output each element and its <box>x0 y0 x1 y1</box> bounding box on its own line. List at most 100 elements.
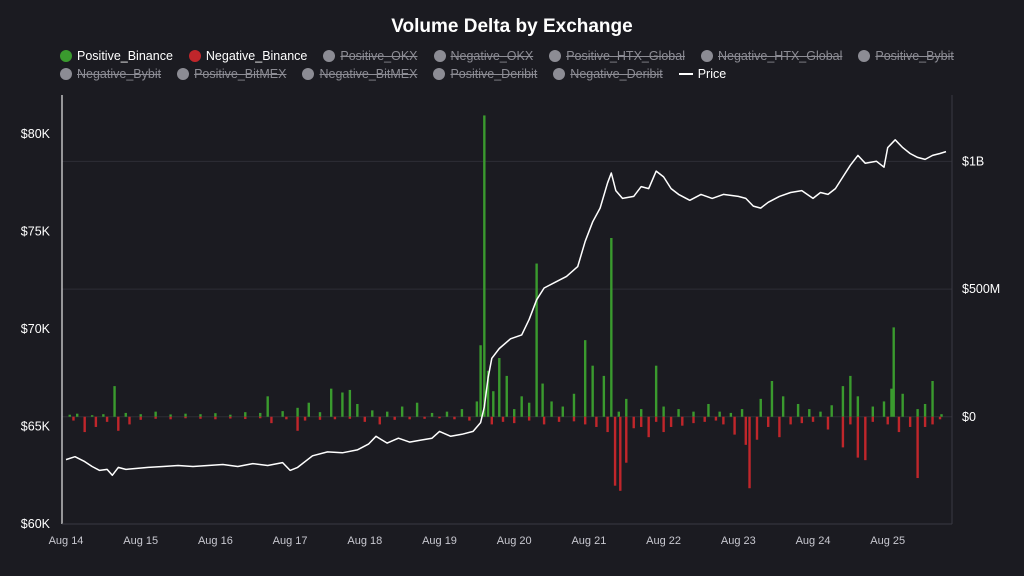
bar-negative-binance <box>595 416 598 427</box>
legend-item-positive-binance[interactable]: Positive_Binance <box>60 48 173 64</box>
bar-positive-binance <box>154 411 157 417</box>
bar-negative-binance <box>800 416 804 424</box>
y-left-tick-label: $60K <box>21 517 51 531</box>
bar-positive-binance <box>602 375 606 417</box>
legend-item-negative-deribit[interactable]: Negative_Deribit <box>553 66 663 82</box>
bar-negative-binance <box>583 416 587 425</box>
bar-positive-binance <box>329 388 333 417</box>
bar-negative-binance <box>199 416 202 419</box>
legend-item-negative-bitmex[interactable]: Negative_BitMEX <box>302 66 417 82</box>
bar-positive-binance <box>923 403 927 417</box>
legend-item-negative-htx-global[interactable]: Negative_HTX_Global <box>701 48 842 64</box>
legend-label: Negative_Deribit <box>570 67 663 81</box>
bar-negative-binance <box>789 416 792 425</box>
bar-negative-binance <box>490 416 494 425</box>
bar-positive-binance <box>214 413 217 417</box>
legend-item-price[interactable]: Price <box>678 66 727 82</box>
bar-negative-binance <box>606 416 609 433</box>
bar-negative-binance <box>423 416 426 419</box>
bar-positive-binance <box>770 381 774 417</box>
x-tick-label: Aug 20 <box>497 535 532 547</box>
bar-positive-binance <box>505 375 508 417</box>
bar-positive-binance <box>356 403 359 417</box>
bar-positive-binance <box>527 402 531 417</box>
bar-positive-binance <box>781 396 785 417</box>
bar-negative-binance <box>681 416 684 426</box>
legend-item-positive-bitmex[interactable]: Positive_BitMEX <box>177 66 286 82</box>
bar-positive-binance <box>90 415 94 417</box>
bar-negative-binance <box>931 416 934 425</box>
bar-positive-binance <box>856 396 860 417</box>
bar-negative-binance <box>169 416 172 420</box>
bar-positive-binance <box>341 392 344 417</box>
bar-negative-binance <box>333 416 337 420</box>
legend-label: Positive_Binance <box>77 49 173 63</box>
bar-negative-binance <box>640 416 643 427</box>
legend-item-positive-bybit[interactable]: Positive_Bybit <box>858 48 954 64</box>
bar-negative-binance <box>744 416 747 445</box>
bar-negative-binance <box>733 416 736 435</box>
bar-positive-binance <box>572 393 576 417</box>
bar-positive-binance <box>535 263 538 417</box>
x-tick-label: Aug 23 <box>721 535 756 547</box>
bar-negative-binance <box>864 416 867 461</box>
bar-negative-binance <box>923 416 927 427</box>
bar-positive-binance <box>916 409 919 417</box>
legend-dot-icon <box>302 68 315 80</box>
bar-negative-binance <box>363 416 367 422</box>
line-swatch-icon <box>678 73 693 75</box>
bar-negative-binance <box>826 416 830 430</box>
bar-negative-binance <box>871 416 874 422</box>
legend-dot-icon <box>858 50 871 62</box>
bar-positive-binance <box>940 414 943 417</box>
legend-item-positive-okx[interactable]: Positive_OKX <box>323 48 418 64</box>
bar-positive-binance <box>931 381 934 417</box>
bar-positive-binance <box>740 409 744 417</box>
legend-dot-icon <box>323 50 336 62</box>
bar-positive-binance <box>871 406 874 417</box>
bar-positive-binance <box>139 414 142 417</box>
bar-negative-binance <box>83 416 86 433</box>
bar-positive-binance <box>229 414 232 417</box>
legend-item-positive-htx-global[interactable]: Positive_HTX_Global <box>549 48 685 64</box>
bar-negative-binance <box>748 416 751 489</box>
y-right-tick-label: $0 <box>962 410 976 424</box>
y-right-tick-label: $1B <box>962 154 984 168</box>
bar-series <box>68 115 943 491</box>
bar-positive-binance <box>677 409 680 417</box>
legend-item-negative-okx[interactable]: Negative_OKX <box>433 48 533 64</box>
bar-negative-binance <box>647 416 650 438</box>
legend-label: Price <box>697 67 727 81</box>
bar-negative-binance <box>184 416 187 419</box>
y-left-tick-label: $80K <box>21 127 51 141</box>
bar-negative-binance <box>513 416 516 424</box>
bar-positive-binance <box>460 409 464 417</box>
legend-item-negative-binance[interactable]: Negative_Binance <box>188 48 308 64</box>
bar-positive-binance <box>796 403 800 417</box>
bar-positive-binance <box>113 386 116 417</box>
legend-dot-icon <box>553 68 566 80</box>
bar-positive-binance <box>445 411 449 417</box>
bar-negative-binance <box>613 416 617 486</box>
bar-positive-binance <box>890 388 893 417</box>
legend-label: Negative_Binance <box>205 49 308 63</box>
bar-positive-binance <box>475 401 479 417</box>
legend-item-positive-deribit[interactable]: Positive_Deribit <box>433 66 537 82</box>
legend-label: Negative_BitMEX <box>319 67 418 81</box>
bar-positive-binance <box>759 398 762 417</box>
bar-negative-binance <box>285 416 288 420</box>
bar-negative-binance <box>105 416 109 422</box>
bar-positive-binance <box>882 401 886 417</box>
bar-negative-binance <box>501 416 505 422</box>
bar-negative-binance <box>94 416 98 427</box>
legend-item-negative-bybit[interactable]: Negative_Bybit <box>60 66 161 82</box>
bar-positive-binance <box>841 386 845 417</box>
bar-positive-binance <box>640 409 643 417</box>
legend-dot-icon <box>60 68 72 80</box>
bar-negative-binance <box>348 416 352 419</box>
bar-positive-binance <box>849 375 852 417</box>
bar-positive-binance <box>819 411 822 417</box>
bar-negative-binance <box>259 416 262 419</box>
bar-positive-binance <box>583 340 587 417</box>
bar-negative-binance <box>856 416 860 458</box>
